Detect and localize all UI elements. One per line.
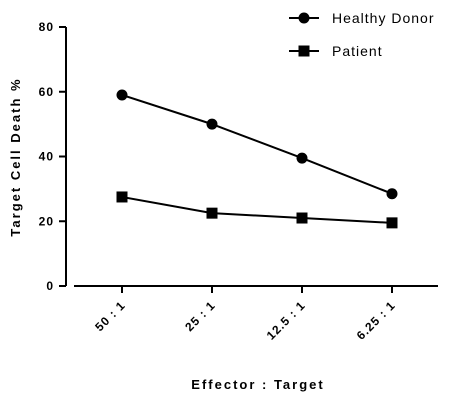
y-axis: 0 20 40 60 80 [39,20,67,293]
series-line-healthy-donor [121,94,393,195]
y-axis-title: Target Cell Death % [8,77,23,236]
x-axis-title: Effector : Target [191,377,324,392]
y-tick-label: 20 [39,214,54,228]
data-point-square [296,212,308,224]
data-point-circle [206,118,218,130]
legend-label: Healthy Donor [332,10,435,26]
y-tick-label: 0 [46,279,54,293]
x-tick-label: 50 : 1 [92,298,128,334]
x-tick-label: 12.5 : 1 [264,298,308,342]
x-tick-label: 25 : 1 [182,298,218,334]
legend-circle-marker [298,12,310,24]
series-layer [116,89,398,229]
data-point-circle [116,89,128,101]
y-tick-label: 40 [39,150,54,164]
legend: Healthy Donor Patient [289,10,435,59]
y-tick-label: 60 [39,85,54,99]
legend-label: Patient [332,43,383,59]
data-point-circle [296,152,308,164]
data-point-circle [386,188,398,200]
legend-square-marker [298,45,310,57]
data-point-square [386,217,398,229]
series-line-patient [121,195,393,224]
data-point-square [206,207,218,219]
x-tick-label: 6.25 : 1 [354,298,398,342]
y-tick-label: 80 [39,20,54,34]
data-point-square [116,191,128,203]
x-axis: 50 : 1 25 : 1 12.5 : 1 6.25 : 1 [74,285,438,343]
